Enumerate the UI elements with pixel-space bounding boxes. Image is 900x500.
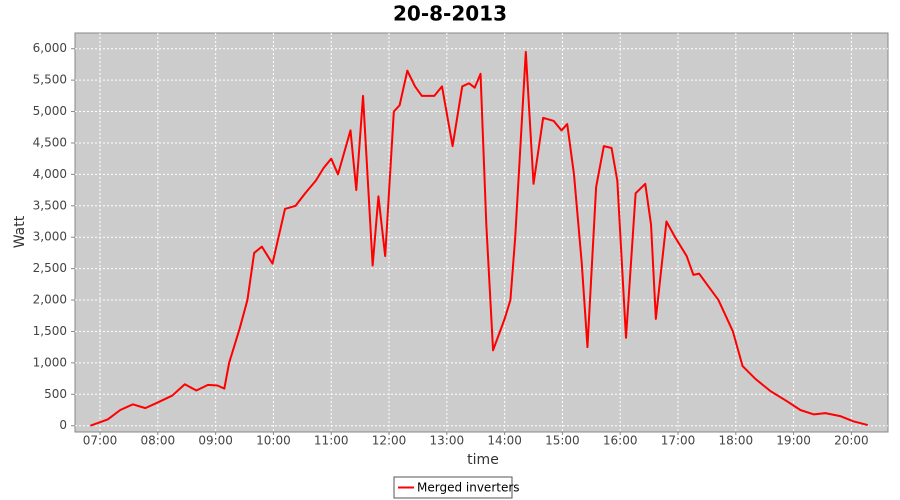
x-tick-label: 18:00 [719, 434, 754, 448]
x-tick-label: 16:00 [603, 434, 638, 448]
x-tick-label: 19:00 [776, 434, 811, 448]
x-tick-label: 09:00 [198, 434, 233, 448]
x-tick-label: 20:00 [834, 434, 869, 448]
y-tick-label: 500 [44, 387, 67, 401]
x-tick-label: 17:00 [661, 434, 696, 448]
x-tick-label: 10:00 [256, 434, 291, 448]
x-tick-label: 08:00 [141, 434, 176, 448]
y-tick-label: 5,500 [33, 73, 67, 87]
x-tick-label: 11:00 [314, 434, 349, 448]
y-tick-label: 5,000 [33, 104, 67, 118]
chart-title: 20-8-2013 [393, 2, 507, 26]
x-tick-label: 12:00 [372, 434, 407, 448]
x-axis-label: time [467, 452, 499, 468]
legend-label: Merged inverters [417, 481, 520, 495]
y-tick-label: 4,500 [33, 135, 67, 149]
y-tick-label: 2,500 [33, 261, 67, 275]
x-tick-label: 15:00 [545, 434, 580, 448]
y-tick-label: 3,500 [33, 198, 67, 212]
y-tick-label: 2,000 [33, 293, 67, 307]
y-tick-label: 1,500 [33, 324, 67, 338]
y-tick-label: 4,000 [33, 167, 67, 181]
x-tick-label: 14:00 [487, 434, 522, 448]
data-line [90, 50, 869, 427]
y-tick-label: 3,000 [33, 230, 67, 244]
x-tick-label: 13:00 [430, 434, 465, 448]
y-tick-label: 1,000 [33, 355, 67, 369]
y-axis-label: Watt [12, 215, 28, 248]
legend-box [393, 476, 513, 499]
y-tick-label: 6,000 [33, 41, 67, 55]
x-tick-label: 07:00 [83, 434, 118, 448]
y-tick-label: 0 [59, 418, 67, 432]
